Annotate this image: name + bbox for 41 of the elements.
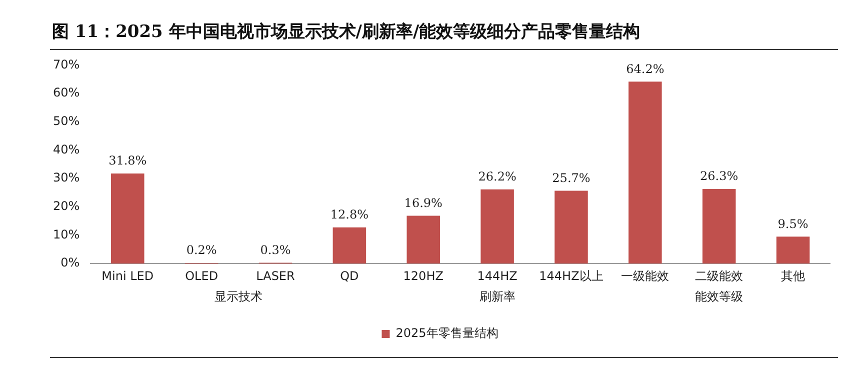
data-label: 31.8% [108,154,147,168]
chart-title: 图 11：2025 年中国电视市场显示技术/刷新率/能效等级细分产品零售量结构 [52,21,640,43]
y-tick-label: 0% [60,256,80,270]
data-label: 26.2% [478,169,516,184]
bar [776,236,810,264]
bar [406,216,440,264]
data-label: 26.3% [700,169,738,184]
data-label: 16.9% [404,196,442,210]
y-tick-label: 50% [53,114,80,128]
data-label: 9.5% [778,216,808,231]
x-tick-label: LASER [256,268,295,283]
bar [554,190,588,264]
y-tick-label: 10% [53,227,80,242]
x-tick-label: 144HZ以上 [539,268,604,283]
data-label: 12.8% [330,207,368,222]
x-tick-label: Mini LED [102,268,154,283]
y-tick-label: 60% [53,86,80,100]
legend-label: 2025年零售量结构 [396,326,498,340]
x-tick-label: 144HZ [477,268,518,283]
bar [702,189,736,264]
bar [111,173,144,264]
bar [628,82,662,264]
x-tick-label: QD [340,268,359,283]
text: 刷新率 [479,290,516,304]
data-label: 0.2% [186,243,217,258]
data-label: 64.2% [626,62,664,76]
x-tick-label: OLED [185,268,218,283]
data-label: 0.3% [260,242,291,257]
y-tick-label: 30% [53,170,80,185]
x-tick-label: 120HZ [403,268,444,283]
y-tick-label: 70% [53,57,80,72]
bar [480,189,514,264]
text: 显示技术 [214,290,263,304]
x-tick-label: 二级能效 [695,268,744,283]
data-label: 25.7% [552,170,590,185]
y-tick-label: 20% [53,199,80,214]
bar [332,227,366,264]
text: 能效等级 [695,290,744,304]
x-tick-label: 一级能效 [621,268,670,283]
y-tick-label: 40% [53,142,80,156]
x-tick-label: 其他 [781,268,806,283]
